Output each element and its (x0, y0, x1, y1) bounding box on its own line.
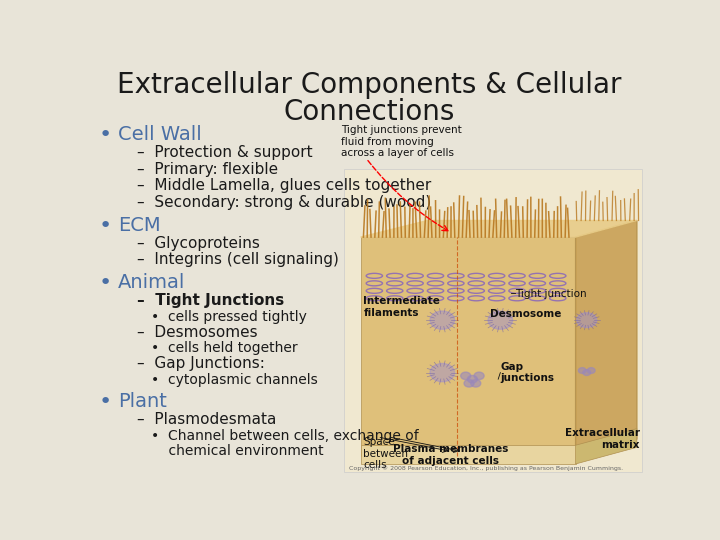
Text: –  Secondary: strong & durable (wood): – Secondary: strong & durable (wood) (138, 195, 432, 210)
Circle shape (582, 370, 590, 375)
Circle shape (471, 380, 481, 387)
Text: –  Middle Lamella, glues cells together: – Middle Lamella, glues cells together (138, 178, 432, 193)
Bar (361, 446, 575, 464)
Circle shape (430, 363, 454, 382)
Polygon shape (361, 220, 637, 237)
Text: •: • (99, 125, 112, 145)
Text: Intermediate
filaments: Intermediate filaments (364, 296, 441, 318)
Text: –  Glycoproteins: – Glycoproteins (138, 235, 261, 251)
Circle shape (577, 313, 597, 328)
Text: •  cells pressed tightly: • cells pressed tightly (151, 310, 307, 323)
Circle shape (488, 311, 513, 329)
Text: Extracellular Components & Cellular: Extracellular Components & Cellular (117, 71, 621, 99)
Text: •  Channel between cells, exchange of: • Channel between cells, exchange of (151, 429, 419, 443)
Text: Tight junctions prevent
fluid from moving
across a layer of cells: Tight junctions prevent fluid from movin… (341, 125, 462, 158)
Text: Connections: Connections (283, 98, 455, 126)
Polygon shape (575, 220, 637, 456)
Text: •  cells held together: • cells held together (151, 341, 298, 355)
Circle shape (588, 368, 595, 374)
Text: Extracellular
matrix: Extracellular matrix (564, 428, 639, 450)
Text: Desmosome: Desmosome (490, 308, 561, 319)
Circle shape (467, 375, 477, 383)
Polygon shape (575, 429, 637, 464)
Text: Copyright © 2008 Pearson Education, Inc., publishing as Pearson Benjamin Cumming: Copyright © 2008 Pearson Education, Inc.… (349, 465, 624, 471)
Circle shape (464, 380, 474, 387)
Text: Animal: Animal (118, 273, 185, 292)
Text: –  Integrins (cell signaling): – Integrins (cell signaling) (138, 252, 339, 267)
Bar (361, 237, 575, 456)
Text: Gap
junctions: Gap junctions (500, 362, 554, 383)
Bar (344, 168, 642, 472)
Text: –  Protection & support: – Protection & support (138, 145, 313, 160)
Text: Plant: Plant (118, 392, 167, 411)
Text: Plasma membranes
of adjacent cells: Plasma membranes of adjacent cells (393, 444, 508, 466)
Text: –  Tight Junctions: – Tight Junctions (138, 293, 284, 308)
Circle shape (474, 372, 484, 380)
Text: –  Gap Junctions:: – Gap Junctions: (138, 356, 265, 372)
Text: •: • (99, 273, 112, 293)
Text: •: • (99, 392, 112, 412)
Circle shape (461, 372, 471, 380)
Text: Space
between
cells: Space between cells (364, 437, 408, 470)
Text: –  Plasmodesmata: – Plasmodesmata (138, 412, 276, 427)
Text: chemical environment: chemical environment (151, 443, 324, 457)
Circle shape (578, 368, 586, 374)
Text: •  cytoplasmic channels: • cytoplasmic channels (151, 373, 318, 387)
Text: Cell Wall: Cell Wall (118, 125, 202, 144)
Text: ECM: ECM (118, 216, 161, 235)
Text: •: • (99, 216, 112, 236)
Circle shape (430, 311, 454, 329)
Text: Tight junction: Tight junction (516, 289, 587, 299)
Text: –  Desmosomes: – Desmosomes (138, 325, 258, 340)
Text: –  Primary: flexible: – Primary: flexible (138, 161, 279, 177)
